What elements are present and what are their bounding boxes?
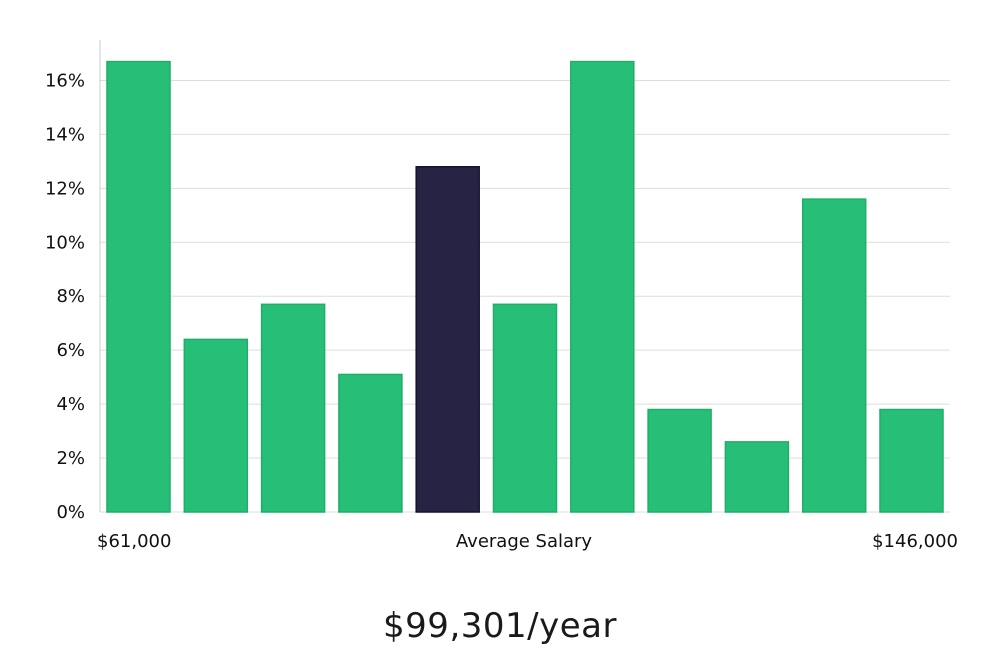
y-tick-label: 2%	[56, 448, 85, 469]
bar	[570, 60, 635, 513]
y-tick-label: 6%	[56, 340, 85, 361]
y-tick-label: 14%	[45, 124, 85, 145]
bars	[106, 60, 944, 513]
bar	[260, 303, 326, 513]
bar	[183, 338, 249, 513]
y-axis-ticks: 0% 2% 4% 6% 8% 10% 12% 14% 16%	[45, 70, 85, 523]
x-label-max: $146,000	[872, 531, 958, 552]
y-tick-label: 0%	[56, 502, 85, 523]
y-tick-label: 4%	[56, 394, 85, 415]
y-tick-label: 10%	[45, 232, 85, 253]
y-tick-label: 16%	[45, 70, 85, 91]
bar	[879, 408, 944, 513]
bar	[647, 408, 712, 513]
bar	[338, 373, 403, 513]
bar-average-highlight	[415, 166, 480, 513]
y-tick-label: 8%	[56, 286, 85, 307]
bar	[106, 60, 171, 513]
average-salary-summary: $99,301/year	[383, 606, 617, 646]
x-label-min: $61,000	[97, 531, 171, 552]
x-axis-title: Average Salary	[456, 531, 593, 552]
bar	[801, 198, 867, 513]
bar	[724, 441, 790, 513]
bar	[492, 303, 558, 513]
y-tick-label: 12%	[45, 178, 85, 199]
